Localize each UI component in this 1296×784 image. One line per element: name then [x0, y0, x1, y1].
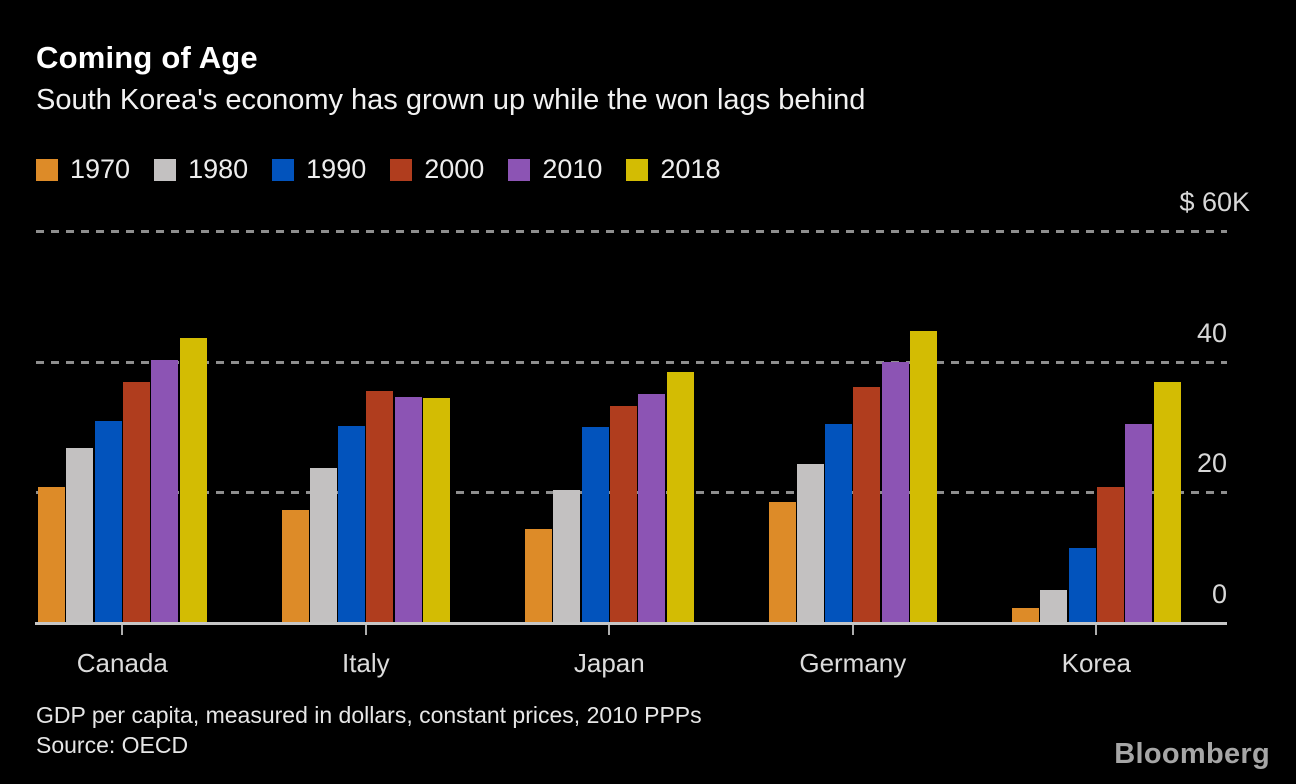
bar-japan-1990 — [581, 427, 609, 622]
legend-item-1980: 1980 — [154, 154, 248, 185]
chart-title: Coming of Age — [36, 40, 258, 75]
bar-germany-1970 — [768, 502, 796, 622]
bar-korea-2010 — [1125, 424, 1153, 622]
bar-canada-1980 — [66, 448, 94, 622]
legend-swatch-icon — [272, 158, 295, 181]
x-axis-label-italy: Italy — [341, 648, 390, 678]
bar-canada-1990 — [94, 421, 122, 622]
legend-swatch-icon — [154, 158, 177, 181]
source-note: Source: OECD — [36, 732, 189, 758]
legend-item-2018: 2018 — [626, 154, 720, 185]
plot-area — [36, 230, 1227, 622]
y-axis-label-60: $ 60K — [1179, 187, 1250, 217]
bar-korea-1990 — [1068, 548, 1096, 622]
bar-korea-2000 — [1096, 487, 1124, 622]
x-axis-baseline — [35, 622, 1227, 625]
x-tick-germany — [851, 625, 854, 635]
x-axis-label-germany: Germany — [799, 648, 907, 678]
bar-canada-2000 — [122, 382, 150, 622]
legend-label: 1990 — [306, 154, 367, 184]
bar-canada-2010 — [151, 360, 179, 622]
bar-germany-1980 — [796, 464, 824, 622]
y-axis-label-40: 40 — [1196, 317, 1227, 348]
legend-label: 1970 — [70, 154, 131, 184]
bar-germany-2000 — [853, 387, 881, 622]
legend-label: 2018 — [660, 154, 721, 184]
bar-japan-2000 — [609, 406, 637, 622]
legend-label: 2010 — [542, 154, 603, 184]
bar-italy-2018 — [423, 398, 451, 622]
bar-japan-1970 — [525, 529, 552, 622]
y-axis-label-20: 20 — [1196, 448, 1227, 479]
x-axis-label-canada: Canada — [76, 648, 168, 678]
legend-swatch-icon — [626, 158, 649, 181]
x-axis-label-korea: Korea — [1061, 648, 1131, 678]
bar-italy-2000 — [366, 391, 394, 622]
bar-japan-2010 — [638, 394, 666, 622]
bar-italy-2010 — [394, 397, 422, 622]
bar-japan-2018 — [666, 372, 694, 622]
bar-canada-1970 — [38, 487, 65, 622]
footnote: GDP per capita, measured in dollars, con… — [36, 702, 702, 728]
bar-korea-1980 — [1040, 590, 1068, 622]
bar-korea-1970 — [1012, 608, 1039, 622]
legend-item-1970: 1970 — [36, 154, 130, 185]
bar-italy-1970 — [281, 510, 309, 622]
x-tick-japan — [608, 625, 611, 635]
legend-swatch-icon — [36, 158, 58, 181]
bar-canada-2018 — [179, 338, 207, 622]
x-tick-canada — [121, 625, 124, 635]
legend-label: 1980 — [188, 154, 249, 184]
x-tick-korea — [1095, 625, 1098, 635]
legend-label: 2000 — [424, 154, 485, 184]
legend-swatch-icon — [390, 158, 413, 181]
gridline-60k — [36, 230, 1227, 233]
x-tick-italy — [364, 625, 367, 635]
legend: 1970 1980 1990 2000 2010 2018 — [36, 154, 720, 185]
bar-italy-1980 — [309, 468, 337, 622]
legend-item-2000: 2000 — [390, 154, 484, 185]
bar-korea-2018 — [1153, 382, 1181, 622]
bar-germany-2010 — [881, 362, 909, 622]
bar-japan-1980 — [553, 490, 581, 622]
gridline-40k — [36, 360, 1227, 364]
bar-germany-2018 — [910, 331, 938, 622]
legend-item-2010: 2010 — [508, 154, 602, 185]
bar-italy-1990 — [338, 426, 366, 622]
bar-germany-1990 — [825, 424, 853, 622]
bloomberg-logo: Bloomberg — [1114, 738, 1270, 770]
x-axis-label-japan: Japan — [573, 648, 645, 678]
chart-subtitle: South Korea's economy has grown up while… — [36, 84, 866, 116]
legend-swatch-icon — [508, 158, 531, 181]
legend-item-1990: 1990 — [272, 154, 366, 185]
y-axis-label-0: 0 — [1211, 579, 1227, 609]
